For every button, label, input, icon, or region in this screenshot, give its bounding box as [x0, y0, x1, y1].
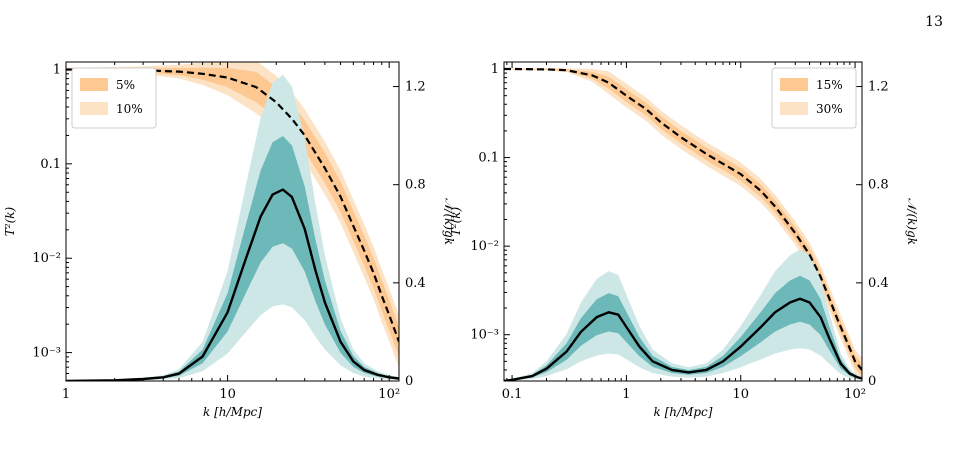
transfer-function-line — [66, 68, 399, 343]
y-right-axis-label: 𝒩/(k)gk — [905, 198, 919, 245]
y-left-tick-label: 0.1 — [40, 157, 61, 172]
y-right-tick-label: 0.8 — [405, 178, 426, 193]
y-right-tick-label: 0.4 — [405, 276, 426, 291]
x-tick-label: 10 — [732, 387, 749, 402]
legend-swatch — [80, 102, 108, 115]
chart-panel-2 — [503, 61, 863, 382]
chart-panel-1 — [65, 61, 400, 382]
transfer-band-inner — [504, 68, 862, 377]
legend-swatch — [780, 78, 808, 91]
x-tick-label: 1 — [622, 387, 630, 402]
y-right-tick-label: 0 — [868, 374, 876, 389]
transfer-function-line — [504, 67, 862, 371]
distribution-line — [504, 297, 862, 381]
x-tick-label: 1 — [62, 387, 70, 402]
x-tick-label: 10² — [844, 387, 866, 402]
y-left-tick-label: 10⁻³ — [32, 346, 61, 361]
x-tick-label: 0.1 — [502, 387, 523, 402]
plot-frame — [65, 61, 400, 382]
plot-area — [66, 62, 399, 381]
y-left-axis-label: T²(k) — [449, 206, 463, 236]
y-left-tick-label: 10⁻³ — [470, 328, 499, 343]
plot-frame — [503, 61, 863, 382]
y-right-tick-label: 1.2 — [868, 80, 889, 95]
legend-label: 10% — [116, 102, 143, 116]
transfer-band-inner — [66, 67, 399, 358]
x-axis-label: k [h/Mpc] — [654, 405, 713, 419]
y-left-tick-label: 0.1 — [478, 151, 499, 166]
y-right-tick-label: 0.8 — [868, 178, 889, 193]
distribution-line — [66, 188, 399, 381]
legend-swatch — [80, 78, 108, 91]
y-right-tick-label: 0.4 — [868, 276, 889, 291]
legend-swatch — [780, 102, 808, 115]
y-right-tick-label: 0 — [405, 374, 413, 389]
x-tick-label: 10 — [219, 387, 236, 402]
legend-label: 30% — [816, 102, 843, 116]
distribution-band-outer — [66, 74, 399, 381]
y-right-tick-label: 1.2 — [405, 80, 426, 95]
plot-area — [504, 67, 862, 381]
legend-label: 15% — [816, 78, 843, 92]
distribution-band-inner — [504, 275, 862, 381]
legend-box — [771, 67, 857, 129]
page-number: 13 — [925, 14, 943, 30]
y-right-axis-label: 𝒩/(k)gk — [442, 198, 456, 245]
y-left-tick-label: 10⁻² — [470, 239, 499, 254]
legend-box — [71, 67, 157, 129]
distribution-band-outer — [504, 249, 862, 381]
y-left-tick-label: 1 — [53, 62, 61, 77]
y-left-tick-label: 10⁻² — [32, 251, 61, 266]
y-left-tick-label: 1 — [491, 62, 499, 77]
y-left-axis-label: T²(k) — [3, 206, 17, 236]
x-axis-label: k [h/Mpc] — [203, 405, 262, 419]
x-tick-label: 10² — [378, 387, 400, 402]
legend-label: 5% — [116, 78, 135, 92]
